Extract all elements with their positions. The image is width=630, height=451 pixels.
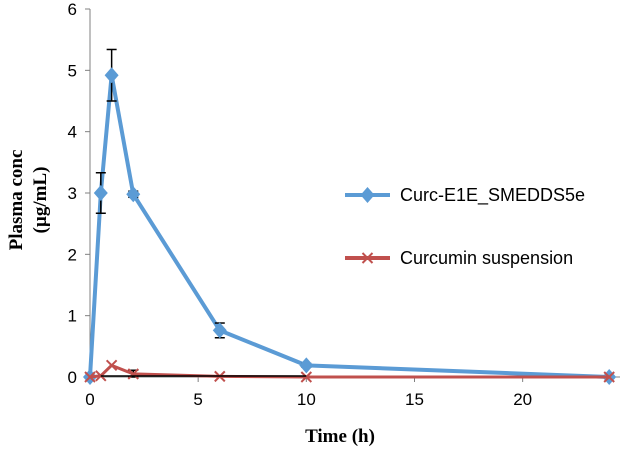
data-point [105, 359, 118, 372]
plot-area [83, 48, 617, 385]
data-point [299, 357, 314, 374]
y-tick-label: 3 [68, 184, 77, 203]
y-tick-label: 4 [68, 123, 77, 142]
series-curcumin [84, 359, 615, 383]
legend-item-curcumin: Curcumin suspension [345, 248, 573, 268]
y-tick-label: 1 [68, 307, 77, 326]
legend-label-smedds: Curc-E1E_SMEDDS5e [400, 185, 585, 206]
data-point [603, 371, 615, 383]
data-point [126, 186, 141, 203]
data-point [300, 371, 313, 383]
y-tick-label: 0 [68, 368, 77, 387]
x-tick-label: 5 [193, 390, 202, 409]
y-axis-title-line-2: (µg/mL) [30, 167, 51, 234]
legend: Curc-E1E_SMEDDS5e Curcumin suspension [345, 185, 585, 268]
y-axis-title-line-1: Plasma conc [6, 150, 27, 251]
tick-labels: 0 1 2 3 4 5 6 0 5 10 15 20 [68, 0, 533, 409]
x-tick-label: 10 [297, 390, 316, 409]
data-point [127, 368, 139, 380]
data-point [93, 185, 108, 201]
x-axis-title: Time (h) [305, 426, 375, 447]
y-tick-label: 6 [68, 0, 77, 19]
x-tick-label: 15 [405, 390, 424, 409]
series-line [88, 73, 610, 379]
x-tick-label: 0 [85, 390, 94, 409]
y-axis-title: Plasma conc (µg/mL) [6, 150, 51, 251]
data-point [95, 370, 107, 382]
legend-label-curcumin: Curcumin suspension [400, 248, 573, 268]
legend-marker-x-icon [361, 252, 374, 264]
x-tick-label: 20 [513, 390, 532, 409]
data-point [104, 67, 119, 84]
y-tick-label: 5 [68, 61, 77, 80]
data-point [84, 371, 96, 383]
data-point [212, 322, 227, 339]
legend-marker-diamond-icon [360, 187, 375, 203]
y-tick-label: 2 [68, 245, 77, 264]
series-smedds [83, 48, 617, 385]
legend-item-smedds: Curc-E1E_SMEDDS5e [345, 185, 585, 206]
